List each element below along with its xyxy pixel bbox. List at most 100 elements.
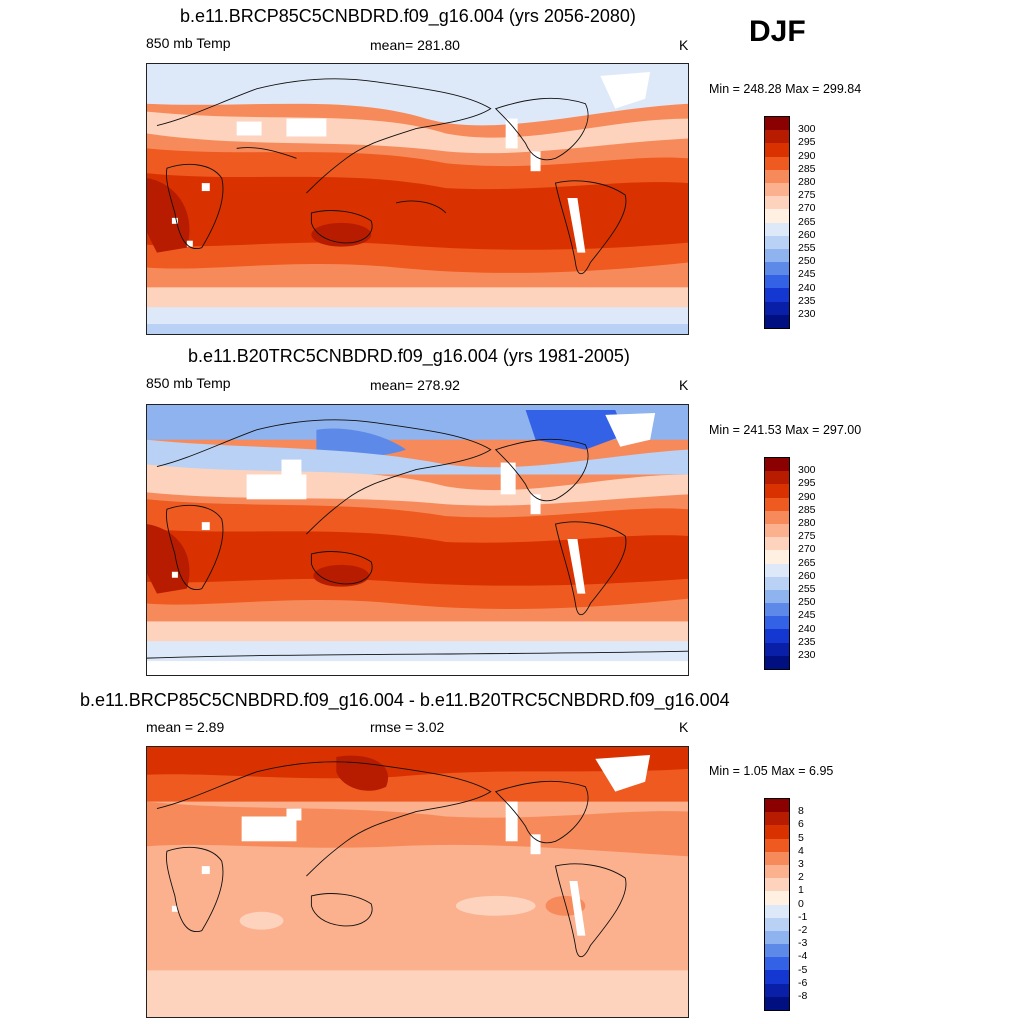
- colorbar-label: 245: [798, 268, 816, 280]
- colorbar-label: 4: [798, 845, 804, 857]
- colorbar-swatch: [765, 838, 789, 852]
- season-label: DJF: [749, 15, 806, 48]
- colorbar-label: 235: [798, 295, 816, 307]
- colorbar-swatch: [765, 878, 789, 892]
- colorbar-label: 300: [798, 464, 816, 476]
- panel2-minmax: Min = 241.53 Max = 297.00: [709, 423, 862, 437]
- colorbar-label: 295: [798, 136, 816, 148]
- panel1-mean-label: mean= 281.80: [370, 37, 460, 53]
- colorbar-swatch: [765, 655, 789, 669]
- colorbar-label: 235: [798, 636, 816, 648]
- colorbar-label: -6: [798, 977, 808, 989]
- colorbar-swatch: [765, 537, 789, 551]
- colorbar-swatch: [765, 156, 789, 170]
- colorbar-swatch: [765, 471, 789, 485]
- colorbar-swatch: [765, 222, 789, 236]
- panel3-map: [146, 746, 689, 1018]
- colorbar-label: 230: [798, 308, 816, 320]
- colorbar-label: 2: [798, 871, 804, 883]
- colorbar-swatch: [765, 996, 789, 1010]
- colorbar-label: 250: [798, 255, 816, 267]
- colorbar-label: 295: [798, 477, 816, 489]
- panel2-units-label: K: [679, 377, 689, 393]
- colorbar-label: -2: [798, 924, 808, 936]
- colorbar-swatch: [765, 550, 789, 564]
- colorbar-label: 285: [798, 163, 816, 175]
- colorbar-label: 3: [798, 858, 804, 870]
- panel3-rmse-label: rmse = 3.02: [370, 719, 445, 735]
- colorbar-label: 255: [798, 583, 816, 595]
- panel3-mean-label: mean = 2.89: [146, 719, 225, 735]
- colorbar-swatch: [765, 235, 789, 249]
- colorbar-label: -1: [798, 911, 808, 923]
- colorbar-swatch: [765, 458, 789, 472]
- panel2-variable-label: 850 mb Temp: [146, 375, 231, 391]
- colorbar-swatch: [765, 196, 789, 210]
- colorbar-swatch: [765, 864, 789, 879]
- colorbar-label: -5: [798, 964, 808, 976]
- colorbar-label: -4: [798, 950, 808, 962]
- panel3-colorbar: [764, 798, 790, 1011]
- colorbar-swatch: [765, 930, 789, 945]
- colorbar-swatch: [765, 484, 789, 498]
- panel2-title: b.e11.B20TRC5CNBDRD.f09_g16.004 (yrs 198…: [188, 346, 630, 366]
- panel3-units-label: K: [679, 719, 689, 735]
- colorbar-swatch: [765, 825, 789, 839]
- colorbar-swatch: [765, 904, 789, 918]
- colorbar-swatch: [765, 851, 789, 865]
- colorbar-label: 260: [798, 570, 816, 582]
- colorbar-swatch: [765, 970, 789, 984]
- colorbar-swatch: [765, 117, 789, 131]
- colorbar-label: 270: [798, 543, 816, 555]
- colorbar-swatch: [765, 957, 789, 971]
- colorbar-label: 275: [798, 189, 816, 201]
- colorbar-swatch: [765, 288, 789, 302]
- colorbar-swatch: [765, 642, 789, 656]
- panel1-map: [146, 63, 689, 335]
- colorbar-label: 1: [798, 884, 804, 896]
- colorbar-label: 240: [798, 623, 816, 635]
- colorbar-swatch: [765, 262, 789, 276]
- colorbar-swatch: [765, 603, 789, 617]
- colorbar-swatch: [765, 576, 789, 590]
- colorbar-label: 0: [798, 898, 804, 910]
- colorbar-label: 280: [798, 176, 816, 188]
- colorbar-label: -8: [798, 990, 808, 1002]
- colorbar-swatch: [765, 275, 789, 289]
- colorbar-swatch: [765, 209, 789, 223]
- colorbar-label: 260: [798, 229, 816, 241]
- colorbar-swatch: [765, 917, 789, 931]
- panel1-title: b.e11.BRCP85C5CNBDRD.f09_g16.004 (yrs 20…: [180, 6, 636, 26]
- colorbar-swatch: [765, 510, 789, 524]
- colorbar-label: 275: [798, 530, 816, 542]
- colorbar-swatch: [765, 130, 789, 144]
- colorbar-swatch: [765, 523, 789, 538]
- colorbar-label: 280: [798, 517, 816, 529]
- colorbar-label: 290: [798, 150, 816, 162]
- colorbar-swatch: [765, 983, 789, 997]
- colorbar-swatch: [765, 616, 789, 630]
- colorbar-swatch: [765, 301, 789, 315]
- colorbar-swatch: [765, 248, 789, 263]
- colorbar-label: 250: [798, 596, 816, 608]
- panel1-colorbar: [764, 116, 790, 329]
- colorbar-label: 300: [798, 123, 816, 135]
- colorbar-swatch: [765, 563, 789, 577]
- colorbar-label: 255: [798, 242, 816, 254]
- colorbar-swatch: [765, 182, 789, 197]
- colorbar-swatch: [765, 169, 789, 183]
- colorbar-swatch: [765, 812, 789, 826]
- panel1-variable-label: 850 mb Temp: [146, 35, 231, 51]
- panel1-units-label: K: [679, 37, 689, 53]
- panel3-title: b.e11.BRCP85C5CNBDRD.f09_g16.004 - b.e11…: [80, 690, 730, 710]
- colorbar-label: 6: [798, 818, 804, 830]
- colorbar-swatch: [765, 799, 789, 813]
- colorbar-label: 265: [798, 557, 816, 569]
- panel1-minmax: Min = 248.28 Max = 299.84: [709, 82, 862, 96]
- colorbar-swatch: [765, 589, 789, 604]
- colorbar-label: 285: [798, 504, 816, 516]
- colorbar-label: -3: [798, 937, 808, 949]
- colorbar-swatch: [765, 497, 789, 511]
- colorbar-swatch: [765, 143, 789, 157]
- colorbar-swatch: [765, 314, 789, 328]
